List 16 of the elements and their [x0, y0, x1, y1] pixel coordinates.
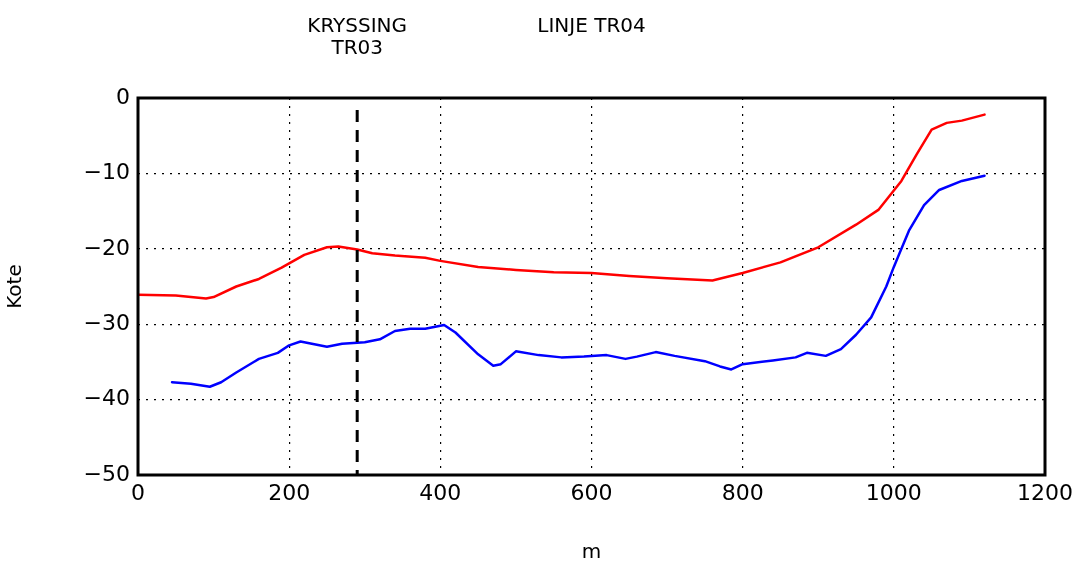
x-tick-label: 800 — [721, 479, 764, 505]
y-tick-label: −40 — [83, 385, 130, 411]
x-tick-label: 1000 — [865, 479, 922, 505]
x-tick-label: 200 — [268, 479, 311, 505]
x-tick-label: 1200 — [1017, 479, 1073, 505]
text: LINJE TR04 — [537, 13, 646, 37]
x-tick-label: 600 — [570, 479, 613, 505]
x-tick-label: 400 — [419, 479, 462, 505]
y-axis-title: Kote — [2, 264, 27, 309]
y-tick-label: −50 — [83, 460, 130, 486]
y-tick-label: −10 — [83, 159, 130, 185]
y-tick-label: −30 — [83, 309, 130, 335]
y-tick-label: 0 — [116, 83, 130, 109]
x-axis-title: m — [581, 539, 602, 564]
y-tick-label: −20 — [83, 234, 130, 260]
ref-line-label: KRYSSING TR03 — [307, 13, 408, 59]
